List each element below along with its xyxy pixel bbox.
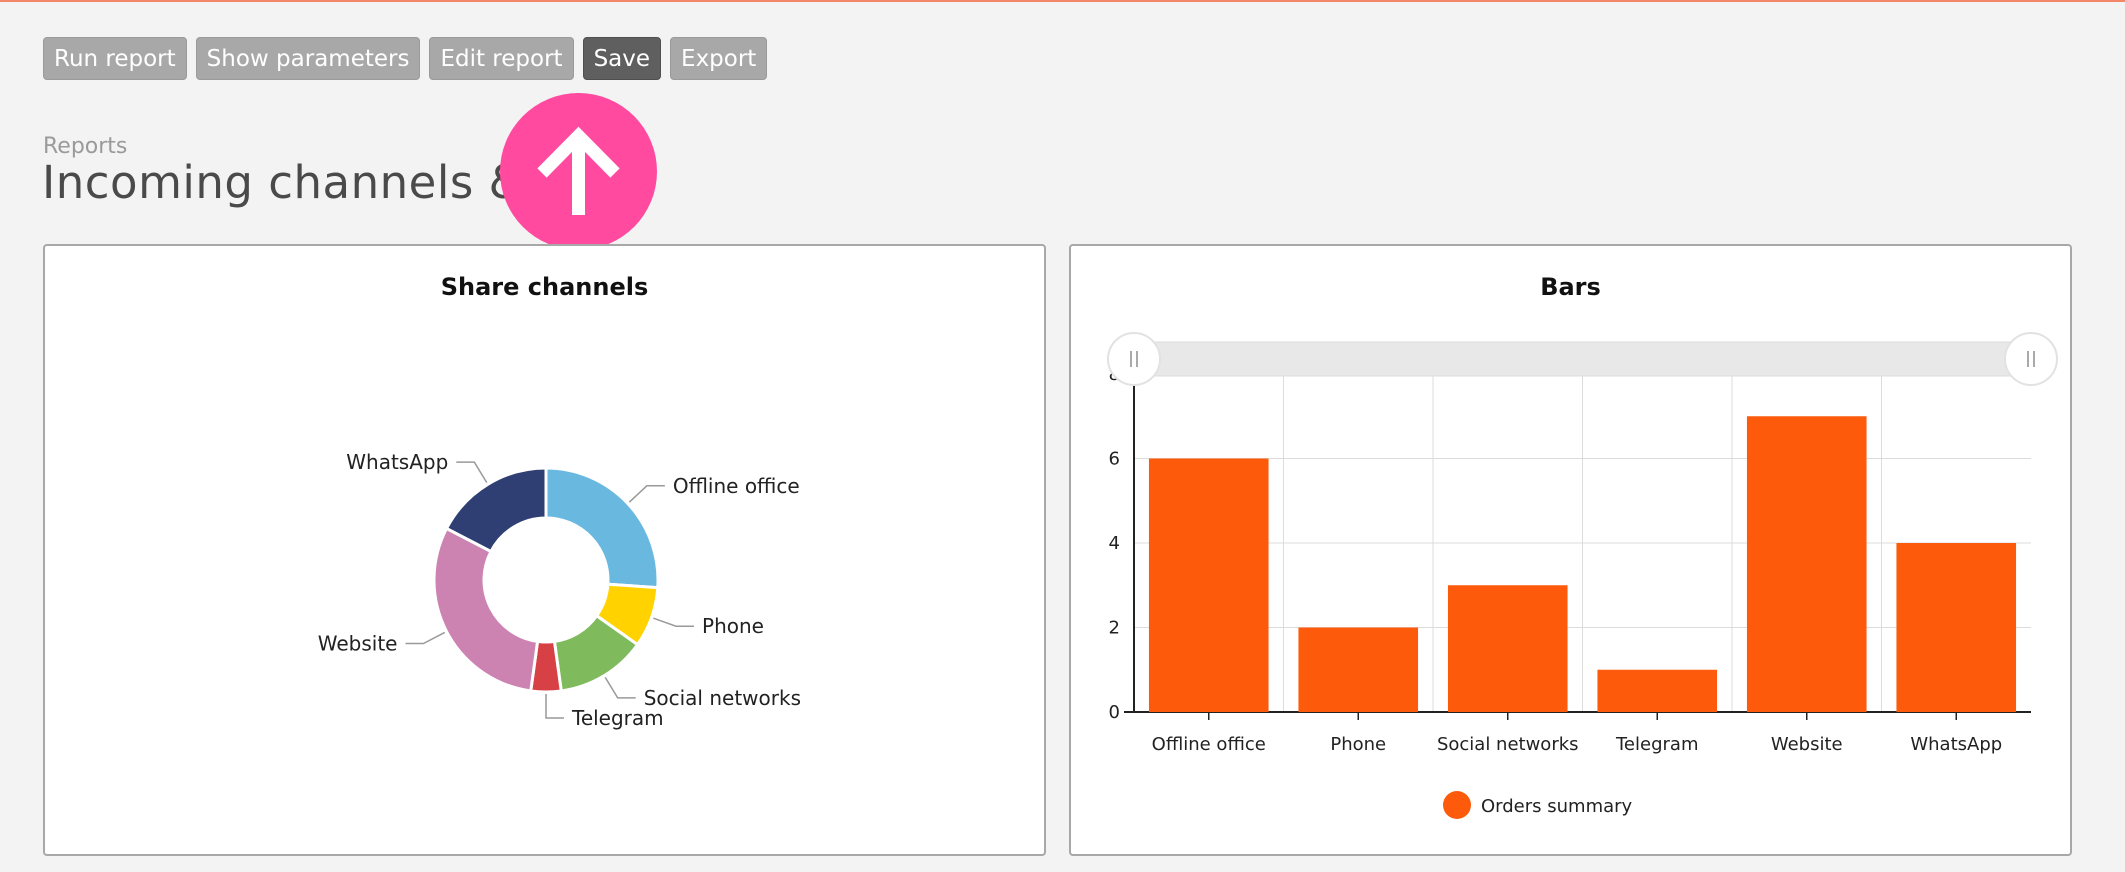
share-channels-panel: Share channels Offline office Phone Social… xyxy=(43,244,1046,856)
bar-phone[interactable] xyxy=(1298,627,1419,713)
export-button[interactable]: Export xyxy=(670,37,768,80)
y-tick-label: 6 xyxy=(1109,449,1120,470)
share-channels-donut-chart: Offline office Phone Social networksTelegr… xyxy=(318,450,801,730)
range-slider-left-handle[interactable] xyxy=(1107,332,1161,386)
save-button[interactable]: Save xyxy=(582,37,662,80)
range-slider-right-handle[interactable] xyxy=(2004,332,2058,386)
arrow-up-icon xyxy=(537,126,620,215)
bar-chart-title: Bars xyxy=(1540,273,1601,301)
pie-label-phone: Phone xyxy=(702,614,764,638)
pie-label-connector xyxy=(653,617,695,627)
bar-social-networks[interactable] xyxy=(1447,585,1568,712)
y-tick-label: 0 xyxy=(1109,702,1120,723)
page-title: Incoming channels & c xyxy=(42,156,565,209)
legend-label: Orders summary xyxy=(1481,796,1633,817)
pie-label-connector xyxy=(545,694,564,719)
edit-report-button[interactable]: Edit report xyxy=(429,37,574,80)
pie-label-telegram: Telegram xyxy=(571,706,664,730)
pie-label-website: Website xyxy=(318,631,398,655)
x-tick-label: Phone xyxy=(1330,734,1386,755)
y-tick-label: 4 xyxy=(1109,533,1120,554)
bar-telegram[interactable] xyxy=(1597,669,1718,712)
pie-label-connector xyxy=(604,677,636,699)
top-accent-line xyxy=(0,0,2125,2)
bar-offline-office[interactable] xyxy=(1148,458,1269,713)
y-tick-label: 2 xyxy=(1109,618,1120,639)
pie-slice-offline-office[interactable] xyxy=(544,466,660,590)
legend-item-orders-summary[interactable]: Orders summary xyxy=(1443,791,1633,819)
pie-label-social-networks: Social networks xyxy=(644,686,801,710)
x-tick-label: Offline office xyxy=(1152,734,1266,755)
show-parameters-button[interactable]: Show parameters xyxy=(195,37,421,80)
pie-chart-title: Share channels xyxy=(440,273,649,301)
report-toolbar: Run report Show parameters Edit report S… xyxy=(43,37,768,80)
x-tick-label: Telegram xyxy=(1615,734,1698,755)
pie-label-connector xyxy=(405,631,446,645)
x-tick-label: WhatsApp xyxy=(1910,734,2002,755)
pie-label-connector xyxy=(628,485,665,503)
legend-swatch xyxy=(1443,791,1471,819)
x-tick-label: Website xyxy=(1771,734,1843,755)
bar-website[interactable] xyxy=(1746,416,1867,712)
pie-label-offline-office: Offline office xyxy=(673,474,800,498)
pie-slice-website[interactable] xyxy=(432,526,540,693)
pie-label-connector xyxy=(456,461,488,483)
scroll-to-top-button[interactable] xyxy=(500,93,657,250)
x-tick-label: Social networks xyxy=(1437,734,1579,755)
pie-slice-whatsapp[interactable] xyxy=(444,466,548,554)
run-report-button[interactable]: Run report xyxy=(43,37,187,80)
range-slider-track[interactable] xyxy=(1133,341,2032,377)
pie-label-whatsapp: WhatsApp xyxy=(346,450,448,474)
breadcrumb[interactable]: Reports xyxy=(43,134,128,159)
bar-whatsapp[interactable] xyxy=(1896,543,2017,712)
